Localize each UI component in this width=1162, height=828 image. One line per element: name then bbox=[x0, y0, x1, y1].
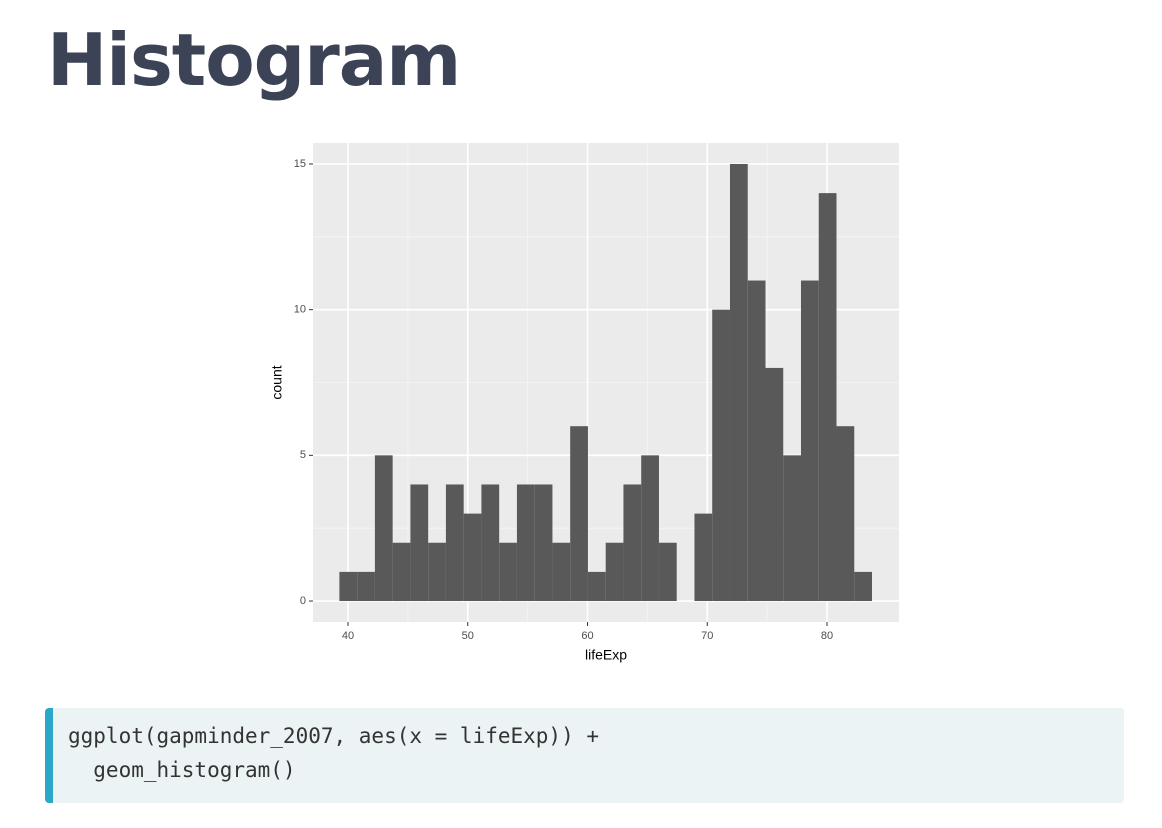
code-line: ggplot(gapminder_2007, aes(x = lifeExp))… bbox=[68, 724, 600, 748]
histogram-bar bbox=[516, 484, 535, 602]
x-tick-label: 80 bbox=[821, 630, 833, 642]
histogram-bar bbox=[818, 193, 837, 602]
x-tick-label: 70 bbox=[701, 630, 713, 642]
histogram-bar bbox=[605, 542, 624, 602]
histogram-bar bbox=[587, 571, 606, 602]
histogram-bar bbox=[534, 484, 553, 602]
histogram-bar bbox=[392, 542, 411, 602]
histogram-bar bbox=[641, 455, 659, 602]
chart: 0 5 10 15 40 50 60 70 80 lifeExp count bbox=[269, 143, 899, 663]
histogram-bar bbox=[747, 280, 766, 602]
histogram-bar bbox=[783, 455, 801, 602]
histogram-bar bbox=[410, 484, 429, 602]
histogram-bar bbox=[658, 542, 677, 602]
histogram-bar bbox=[428, 542, 446, 602]
y-axis-title: count bbox=[269, 365, 285, 399]
code-line: geom_histogram() bbox=[68, 758, 296, 782]
histogram-bar bbox=[374, 455, 393, 602]
histogram-bar bbox=[481, 484, 500, 602]
y-tick-label: 5 bbox=[300, 449, 306, 461]
histogram-bar bbox=[729, 163, 748, 602]
histogram-bar bbox=[339, 571, 358, 602]
x-tick-label: 60 bbox=[581, 630, 593, 642]
y-tick-label: 0 bbox=[300, 595, 306, 607]
histogram-bar bbox=[694, 513, 713, 602]
histogram-bar bbox=[800, 280, 819, 602]
histogram-bar bbox=[357, 571, 375, 602]
slide-title: Histogram bbox=[47, 18, 461, 102]
x-axis-title: lifeExp bbox=[585, 647, 627, 663]
histogram-bar bbox=[570, 426, 588, 602]
histogram-bar bbox=[712, 309, 730, 602]
histogram-bar bbox=[765, 367, 784, 602]
histogram-bar bbox=[445, 484, 464, 602]
histogram-bar bbox=[463, 513, 482, 602]
x-tick-label: 50 bbox=[462, 630, 474, 642]
code-block: ggplot(gapminder_2007, aes(x = lifeExp))… bbox=[45, 708, 1124, 803]
histogram-bar bbox=[836, 426, 855, 602]
y-tick-label: 15 bbox=[294, 158, 306, 170]
histogram-bar bbox=[854, 571, 873, 602]
histogram-bar bbox=[499, 542, 517, 602]
x-tick-label: 40 bbox=[342, 630, 354, 642]
y-tick-label: 10 bbox=[294, 304, 306, 316]
histogram-bar bbox=[623, 484, 642, 602]
histogram-bar bbox=[552, 542, 571, 602]
